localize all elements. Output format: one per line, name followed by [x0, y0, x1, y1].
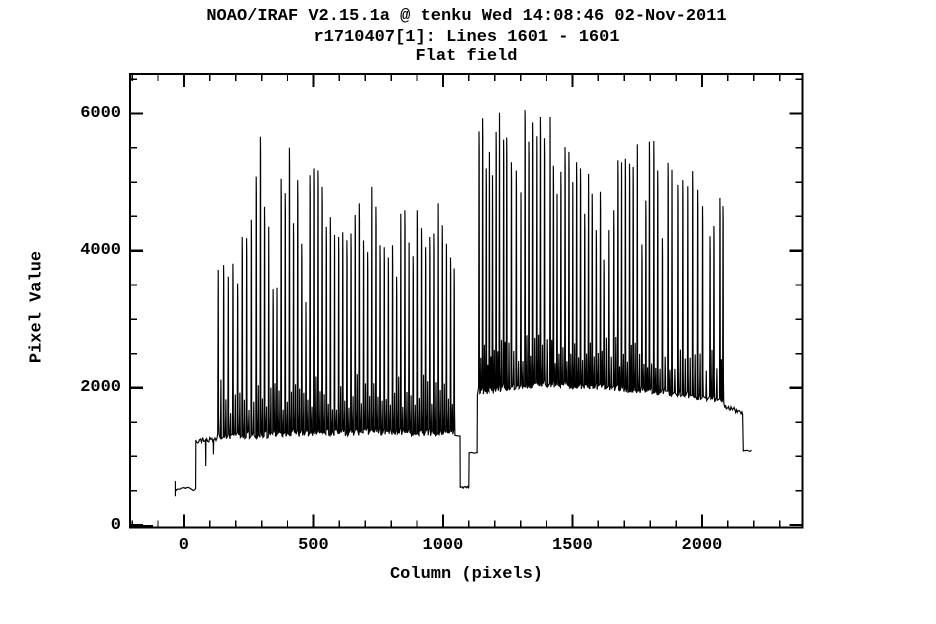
x-tick-label: 1500: [552, 536, 593, 555]
plot-frame: [129, 73, 804, 529]
spectrum-trace: [130, 110, 752, 529]
x-tick-label: 2000: [681, 536, 723, 555]
y-tick-label: 6000: [80, 104, 121, 124]
x-tick-label: 500: [298, 536, 329, 555]
plot-title-image-id: r1710407[1]: Lines 1601 - 1601: [313, 28, 620, 47]
axis-ticks: [130, 74, 803, 528]
x-axis-title: Column (pixels): [389, 565, 544, 584]
plot-title-banner: NOAO/IRAF V2.15.1a @ tenku Wed 14:08:46 …: [206, 7, 727, 26]
y-tick-label: 0: [110, 515, 121, 535]
y-tick-label: 2000: [80, 378, 121, 398]
y-axis-title: Pixel Value: [27, 250, 47, 364]
x-tick-label: 1000: [422, 536, 464, 555]
y-tick-label: 4000: [80, 241, 121, 261]
x-tick-label: 0: [178, 536, 189, 555]
plot-title-object: Flat field: [415, 47, 518, 66]
